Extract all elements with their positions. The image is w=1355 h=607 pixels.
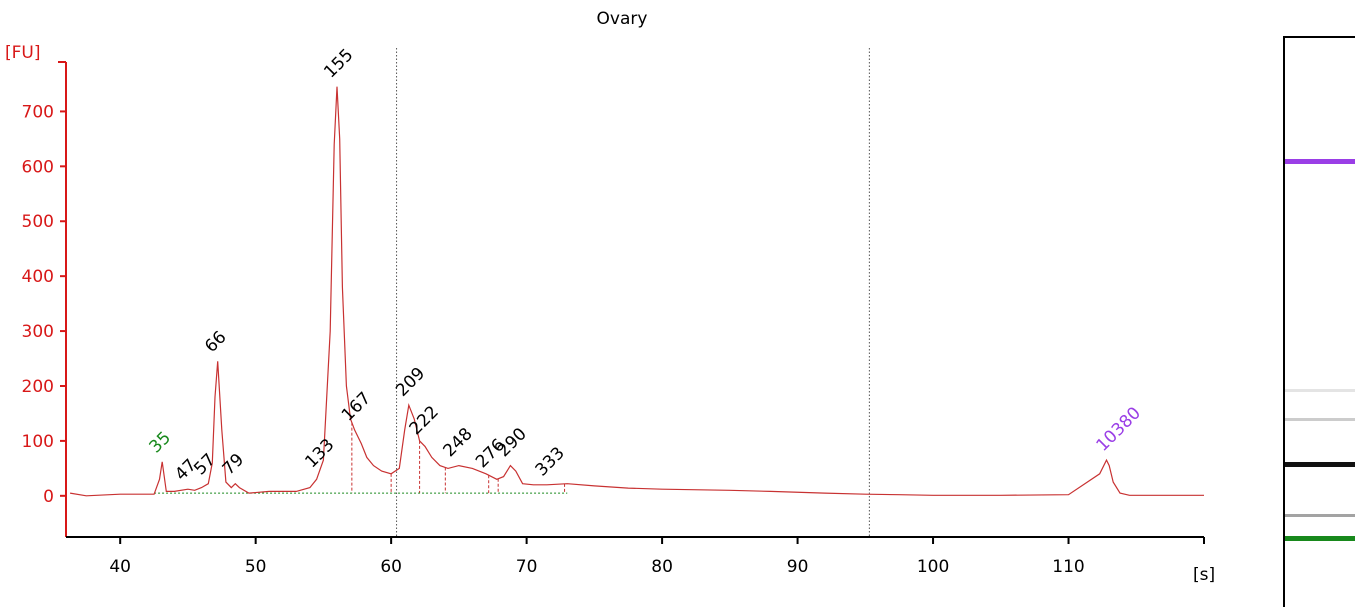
y-axis-label: [FU] <box>5 43 41 63</box>
y-tick-label: 400 <box>22 267 54 287</box>
x-tick-label: 80 <box>651 557 673 577</box>
peak-label: 155 <box>320 45 357 82</box>
gel-band <box>1285 536 1355 542</box>
electropherogram-chart: Ovary [FU] [s] 0 100 200 300 400 500 600 700 40 5… <box>5 9 1215 585</box>
x-tick-label: 100 <box>917 557 949 577</box>
y-tick-label: 200 <box>22 377 54 397</box>
peak-label: 35 <box>146 428 175 457</box>
x-tick-label: 70 <box>516 557 538 577</box>
peak-label: 66 <box>201 327 230 356</box>
trace-line <box>70 86 1204 497</box>
peak-label: 209 <box>392 364 429 401</box>
y-tick-label: 300 <box>22 322 54 342</box>
gel-band <box>1285 158 1355 164</box>
gel-lane <box>1283 36 1355 607</box>
y-tick-label: 0 <box>43 487 54 507</box>
peak-label: 248 <box>440 424 477 461</box>
vertical-markers <box>396 48 870 537</box>
peak-label: 133 <box>301 435 338 472</box>
x-tick-label: 40 <box>109 557 131 577</box>
y-tick-label: 700 <box>22 102 54 122</box>
x-tick-label: 90 <box>787 557 809 577</box>
y-tick-label: 500 <box>22 212 54 232</box>
gel-band <box>1285 462 1355 468</box>
axes: 0 100 200 300 400 500 600 700 40 50 60 70 80 90 100 110 <box>22 61 1205 577</box>
x-tick-label: 60 <box>380 557 402 577</box>
x-tick-label: 50 <box>245 557 267 577</box>
gel-band <box>1285 417 1355 421</box>
gel-band <box>1285 389 1355 393</box>
peak-drop-lines <box>351 422 566 494</box>
y-tick-label: 100 <box>22 432 54 452</box>
peak-label: 333 <box>532 443 569 480</box>
chart-title: Ovary <box>597 9 648 29</box>
trace-layer <box>70 86 1204 497</box>
y-tick-label: 600 <box>22 157 54 177</box>
x-tick-label: 110 <box>1052 557 1084 577</box>
peak-label: 167 <box>338 388 375 425</box>
peak-label: 10380 <box>1093 403 1145 455</box>
peak-label: 222 <box>406 402 443 439</box>
gel-band <box>1285 514 1355 518</box>
x-axis-label: [s] <box>1193 565 1215 585</box>
